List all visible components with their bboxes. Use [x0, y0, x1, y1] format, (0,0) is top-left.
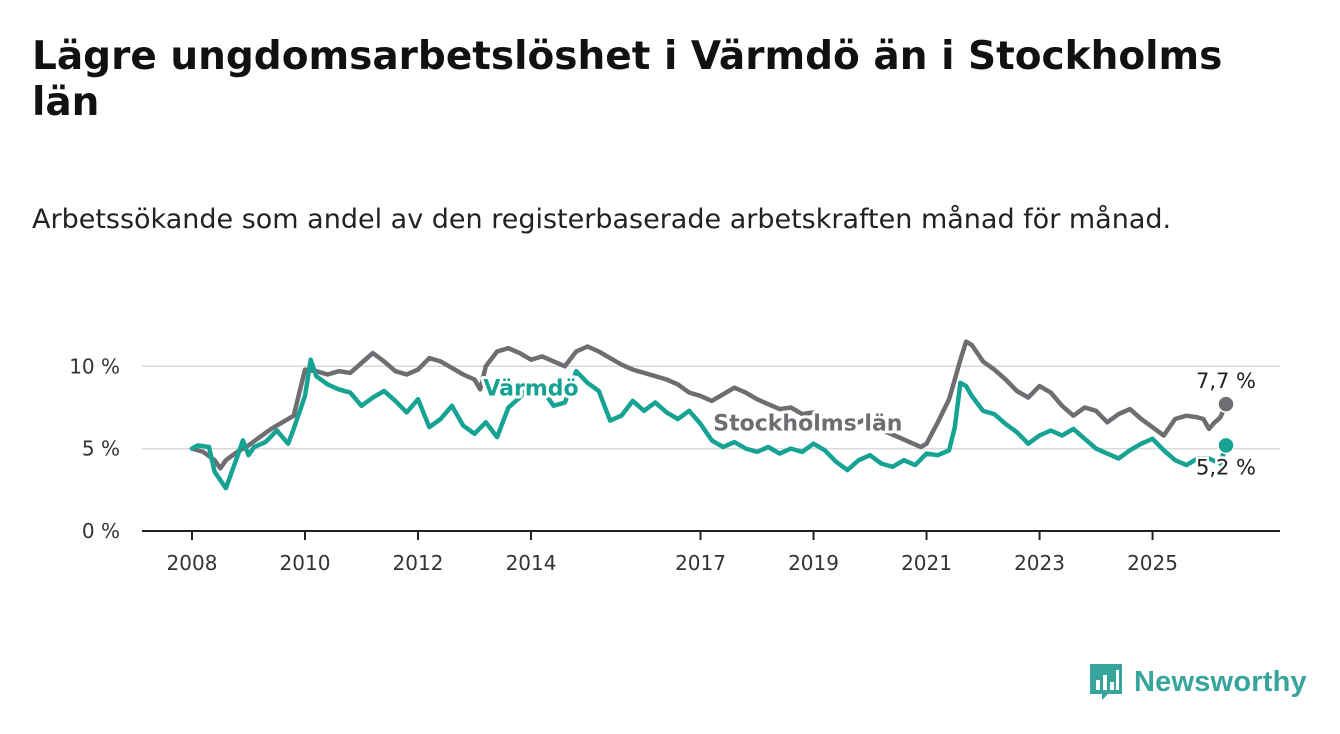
y-tick-label: 0 %	[82, 519, 120, 543]
end-point-varmdo	[1217, 436, 1235, 455]
end-markers: 7,7 % 5,2 %	[1193, 367, 1258, 482]
x-tick-label: 2019	[788, 551, 839, 575]
grid-lines	[142, 365, 1280, 532]
end-value-label-stockholms-lan: 7,7 %	[1196, 369, 1256, 393]
y-axis-ticks: 0 % 5 % 10 %	[69, 354, 120, 543]
chart-subtitle: Arbetssökande som andel av den registerb…	[32, 204, 1172, 235]
series-label-stockholms-lan: Stockholms län	[713, 411, 902, 436]
newsworthy-logo: Newsworthy	[1088, 660, 1307, 704]
x-tick-label: 2023	[1014, 551, 1065, 575]
bar-chart-logo-icon	[1090, 664, 1122, 700]
series-lines	[189, 339, 1229, 491]
series-label-varmdo: Värmdö	[483, 377, 578, 402]
brand-name: Newsworthy	[1134, 665, 1307, 698]
x-tick-label: 2017	[675, 551, 726, 575]
x-tick-label: 2012	[393, 551, 444, 575]
series-labels: Stockholms län Värmdö	[480, 374, 905, 440]
x-tick-label: 2008	[167, 551, 218, 575]
x-tick-label: 2014	[506, 551, 557, 575]
x-tick-label: 2021	[901, 551, 952, 575]
x-axis-ticks: 2008 2010 2012 2014 2017 2019 2021 2023 2025	[167, 531, 1178, 575]
series-line-varmdo	[189, 357, 1229, 491]
y-tick-label: 5 %	[82, 437, 120, 461]
page-title: Lägre ungdomsarbetslöshet i Värmdö än i …	[32, 34, 1223, 125]
end-value-label-varmdo: 5,2 %	[1196, 455, 1256, 479]
y-tick-label: 10 %	[69, 354, 120, 378]
end-point-stockholms-lan	[1217, 395, 1235, 413]
x-tick-label: 2010	[280, 551, 331, 575]
x-tick-label: 2025	[1127, 551, 1178, 575]
series-line-stockholms-lan	[189, 339, 1229, 471]
